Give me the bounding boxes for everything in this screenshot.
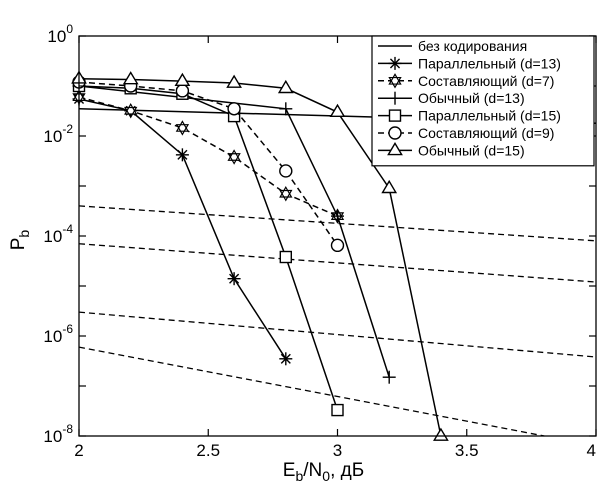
legend-marker-5 <box>388 109 402 122</box>
series-3-point-4 <box>227 149 241 165</box>
legend-marker-2 <box>388 56 402 70</box>
series-4-point-3 <box>331 209 344 223</box>
y-tick-label-3: 10-4 <box>43 222 73 246</box>
series-3-point-2 <box>124 103 138 119</box>
legend-entry-7: Обычный (d=15) <box>378 142 525 158</box>
series-7 <box>71 70 449 441</box>
y-tick-label-4: 10-6 <box>43 322 73 346</box>
bound-line-1 <box>78 205 597 242</box>
series-6-point-3 <box>175 84 190 98</box>
series-7-point-8 <box>433 427 449 441</box>
x-tick-label-1: 2 <box>74 441 83 460</box>
series-line-3 <box>78 96 338 217</box>
series-4-point-2 <box>279 102 293 116</box>
legend-marker-4 <box>388 91 402 105</box>
bound-line-3 <box>78 311 597 358</box>
y-tick-label-2: 10-2 <box>43 122 73 146</box>
legend-label-3: Составляющий (d=7) <box>418 73 554 89</box>
series-4-point-4 <box>382 370 396 384</box>
series-lines <box>71 70 597 441</box>
series-5-point-5 <box>279 250 292 264</box>
y-tick-label-1: 100 <box>47 22 73 46</box>
series-3-point-3 <box>175 120 190 136</box>
legend-marker-3 <box>388 73 402 89</box>
bound-line-2 <box>78 243 597 283</box>
legend-box <box>371 35 595 167</box>
series-3-point-5 <box>279 186 293 202</box>
series-6-point-6 <box>330 238 345 253</box>
bound-line-4 <box>78 346 545 437</box>
legend-label-5: Параллельный (d=15) <box>418 108 561 124</box>
legend-label-6: Составляющий (d=9) <box>418 125 554 141</box>
series-line-6 <box>78 81 339 246</box>
x-tick-label-3: 3 <box>333 441 342 460</box>
y-tick-label-5: 10-8 <box>43 422 73 446</box>
series-2-point-3 <box>175 148 189 162</box>
series-7-point-3 <box>174 72 191 87</box>
series-line-5 <box>78 85 339 411</box>
x-tick-label-2: 2.5 <box>196 441 220 460</box>
legend-entry-1: без кодирования <box>378 38 527 54</box>
x-tick-label-5: 4 <box>587 441 596 460</box>
legend-marker-6 <box>388 126 402 140</box>
y-axis-title: Pb <box>8 230 32 251</box>
series-7-point-7 <box>381 179 398 194</box>
series-7-point-6 <box>329 103 346 118</box>
series-6-point-4 <box>227 102 241 116</box>
legend-entry-3: Составляющий (d=7) <box>378 73 554 89</box>
series-line-7 <box>78 77 442 437</box>
series-2-point-5 <box>279 352 293 366</box>
x-axis-title: Eb/N0, дБ <box>283 460 364 484</box>
series-7-point-4 <box>226 74 242 88</box>
x-tick-label-4: 3.5 <box>455 441 479 460</box>
axes: 2 2.5 3 3.5 4 100 10-2 10-4 10-6 10-8 Eb/N0, дБ Pb <box>8 22 597 484</box>
bound-lines <box>78 205 597 437</box>
series-2-point-4 <box>227 272 241 286</box>
legend-entry-2: Параллельный (d=13) <box>378 55 561 71</box>
series-7-point-2 <box>122 71 139 85</box>
legend-marker-7 <box>387 142 403 156</box>
series-5-point-6 <box>331 403 344 417</box>
legend-label-1: без кодирования <box>418 38 527 54</box>
legend-label-4: Обычный (d=13) <box>418 90 525 106</box>
legend-entry-5: Параллельный (d=15) <box>378 108 561 124</box>
series-7-point-5 <box>277 79 294 94</box>
series-6-point-5 <box>279 164 293 178</box>
legend-entry-6: Составляющий (d=9) <box>378 125 554 141</box>
legend-label-2: Параллельный (d=13) <box>418 55 561 71</box>
legend-entry-4: Обычный (d=13) <box>378 90 525 106</box>
legend-label-7: Обычный (d=15) <box>418 142 525 158</box>
